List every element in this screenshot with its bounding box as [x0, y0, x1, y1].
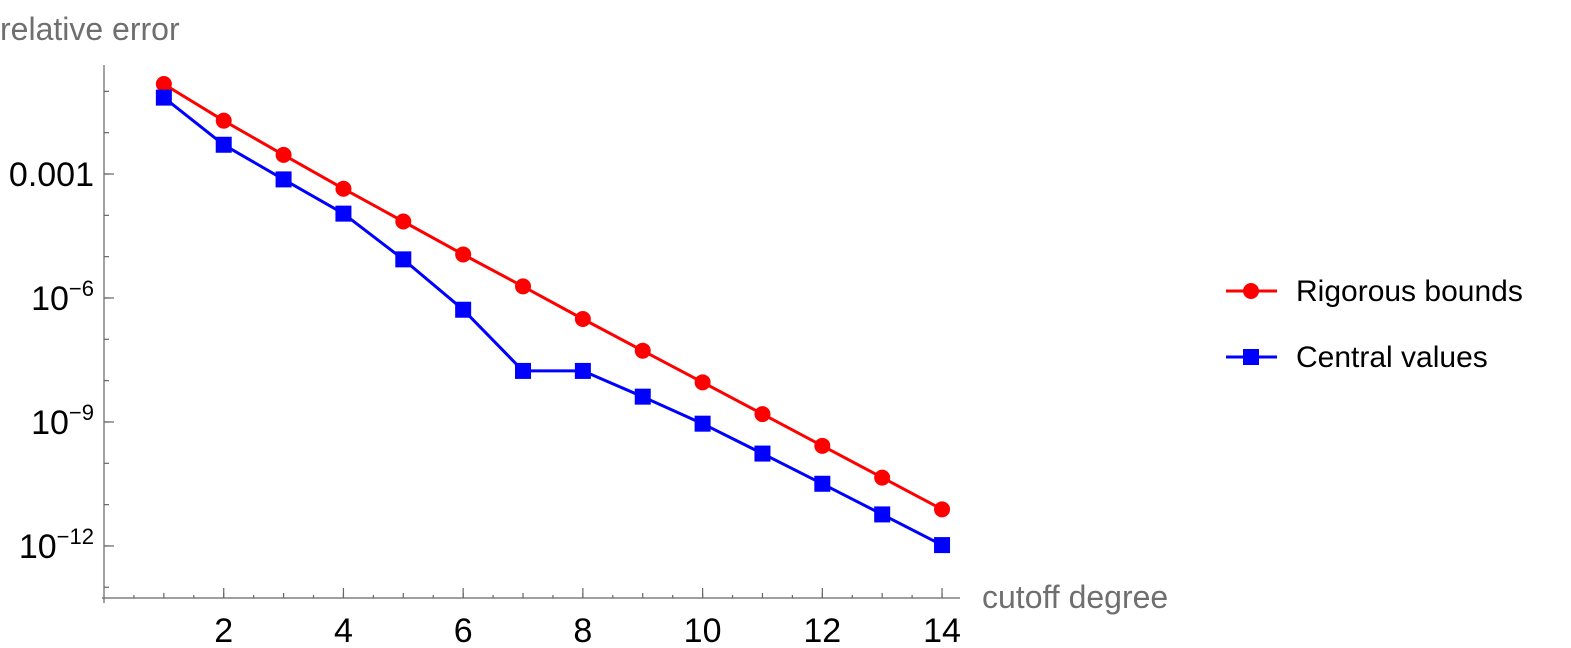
x-axis-ticks: 2 4 6 8 10 12 14: [133, 588, 961, 648]
legend-label-rigorous-bounds: Rigorous bounds: [1296, 275, 1523, 308]
data-point-rigorous-bounds: [934, 501, 951, 518]
data-point-rigorous-bounds: [574, 311, 591, 328]
data-point-central-values: [754, 445, 771, 462]
data-point-rigorous-bounds: [455, 246, 472, 263]
x-tick-label: 8: [573, 612, 592, 648]
data-point-central-values: [814, 475, 831, 492]
y-tick-label: 0.001: [9, 156, 94, 194]
data-point-rigorous-bounds: [754, 406, 771, 423]
data-point-rigorous-bounds: [814, 437, 831, 454]
data-point-rigorous-bounds: [634, 342, 651, 359]
legend-item-rigorous-bounds: Rigorous bounds: [1226, 275, 1523, 308]
data-point-central-values: [934, 537, 951, 554]
data-point-central-values: [335, 205, 352, 222]
series-line-rigorous-bounds: [163, 82, 943, 511]
legend: Rigorous bounds Central values: [1226, 275, 1523, 374]
x-tick-label: 14: [923, 612, 961, 648]
data-point-central-values: [694, 415, 711, 432]
data-point-central-values: [215, 136, 232, 153]
y-axis-title: relative error: [0, 11, 180, 47]
data-point-rigorous-bounds: [275, 146, 292, 163]
legend-marker-central-values: [1243, 349, 1259, 365]
x-axis-title: cutoff degree: [982, 579, 1168, 615]
data-point-central-values: [155, 89, 172, 106]
data-point-rigorous-bounds: [155, 76, 172, 93]
x-tick-label: 6: [454, 612, 473, 648]
legend-marker-rigorous-bounds: [1243, 283, 1259, 299]
data-point-central-values: [634, 388, 651, 405]
x-tick-label: 12: [803, 612, 841, 648]
plot-area: [155, 76, 951, 554]
y-tick-label: 10−6: [31, 276, 94, 318]
y-axis-ticks: 0.001 10−6 10−9 10−12: [9, 90, 114, 588]
x-tick-label: 4: [334, 612, 353, 648]
data-point-rigorous-bounds: [335, 180, 352, 197]
data-point-rigorous-bounds: [395, 213, 412, 230]
data-point-central-values: [574, 362, 591, 379]
y-tick-label: 10−9: [31, 400, 94, 442]
legend-label-central-values: Central values: [1296, 341, 1488, 374]
y-tick-label: 10−12: [19, 524, 94, 566]
data-point-rigorous-bounds: [215, 112, 232, 129]
x-tick-label: 2: [214, 612, 233, 648]
x-tick-label: 10: [684, 612, 722, 648]
data-point-rigorous-bounds: [694, 374, 711, 391]
data-point-central-values: [515, 362, 532, 379]
data-point-central-values: [395, 251, 412, 268]
series-line-central-values: [162, 96, 943, 547]
data-point-central-values: [455, 301, 472, 318]
data-point-central-values: [275, 171, 292, 188]
data-point-central-values: [874, 506, 891, 523]
data-point-rigorous-bounds: [874, 469, 891, 486]
data-point-rigorous-bounds: [515, 278, 532, 295]
legend-item-central-values: Central values: [1226, 341, 1488, 374]
